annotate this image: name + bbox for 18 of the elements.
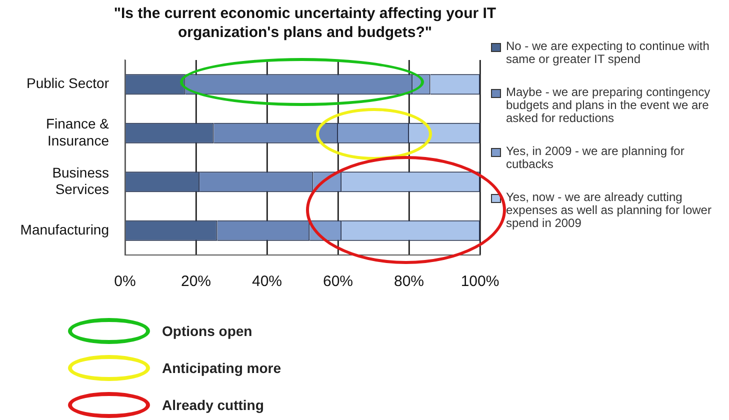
x-tick-label: 0%: [114, 273, 136, 290]
y-tick-label: Finance & Insurance: [46, 116, 110, 148]
legend-label: No - we are expecting to continue with same or greater IT spend: [506, 39, 710, 66]
x-tick-label: 80%: [394, 273, 424, 290]
text: Already cutting: [162, 396, 264, 412]
x-tick-label: 20%: [180, 273, 212, 290]
legend-label: Yes, now - we are already cutting expenses as well as planning for lower spend in 2009: [506, 190, 712, 230]
x-tick-label: 40%: [252, 273, 282, 290]
x-tick-label: 100%: [460, 273, 500, 290]
text: Anticipating more: [162, 360, 282, 376]
x-tick-label: 60%: [322, 273, 354, 290]
legend-label: Yes, in 2009 - we are planning for cutbacks: [506, 144, 686, 171]
chart-title: "Is the current economic uncertainty affecting your IT organization's plans and budgets?": [114, 5, 496, 41]
y-tick-label: Public Sector: [26, 75, 110, 92]
text: Options open: [162, 322, 252, 338]
y-tick-label: Manufacturing: [20, 221, 109, 238]
legend-label: Maybe - we are preparing contingency budgets and plans in the event we are asked for reductions: [506, 85, 712, 125]
y-tick-label: Business Services: [52, 164, 109, 198]
